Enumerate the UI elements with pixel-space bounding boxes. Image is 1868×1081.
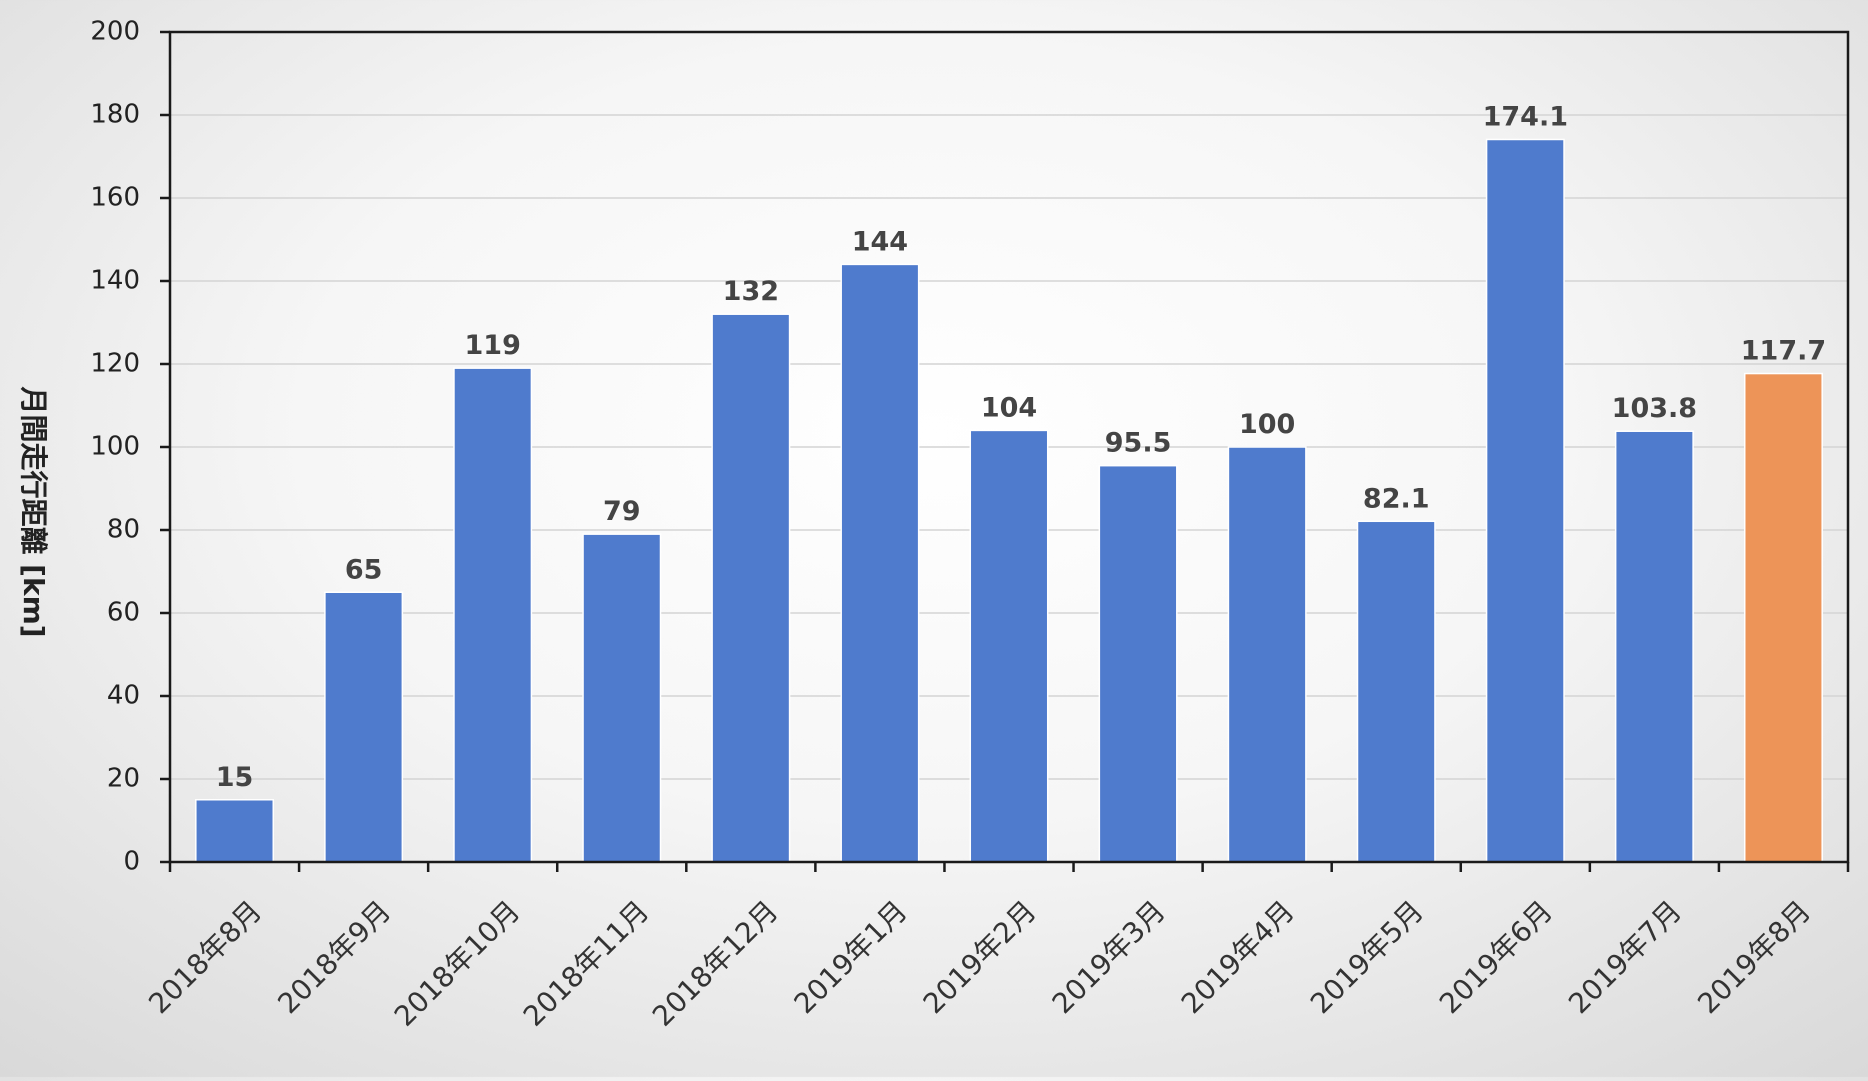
data-label: 132 bbox=[723, 276, 779, 307]
data-labels: 15 65 119 79 132 144 104 95.5 100 82.1 174.1 103.8 1… bbox=[216, 101, 1826, 792]
data-label: 119 bbox=[465, 330, 521, 361]
x-tick-label: 2019年1月 bbox=[788, 894, 914, 1020]
x-tick-label: 2018年12月 bbox=[646, 894, 785, 1033]
y-tick-label: 200 bbox=[90, 17, 140, 47]
data-label: 117.7 bbox=[1741, 336, 1826, 367]
y-tick-label: 0 bbox=[123, 847, 140, 877]
data-label: 65 bbox=[345, 554, 383, 585]
data-label: 82.1 bbox=[1363, 483, 1430, 514]
data-label: 174.1 bbox=[1483, 101, 1568, 132]
data-label: 144 bbox=[852, 226, 908, 257]
y-tick-label: 160 bbox=[90, 183, 140, 213]
bar bbox=[324, 591, 404, 863]
x-tick-label: 2019年8月 bbox=[1691, 894, 1817, 1020]
data-label: 100 bbox=[1239, 409, 1295, 440]
bar bbox=[582, 533, 662, 863]
bar bbox=[1227, 446, 1307, 863]
bar bbox=[1485, 138, 1565, 863]
bar bbox=[969, 429, 1049, 863]
y-tick-label: 100 bbox=[90, 432, 140, 462]
bars bbox=[195, 138, 1823, 863]
y-axis-label: 月間走行距離 [km] bbox=[17, 385, 50, 637]
x-tick-label: 2018年9月 bbox=[271, 894, 397, 1020]
data-label: 15 bbox=[216, 762, 254, 793]
x-tick-label: 2019年7月 bbox=[1562, 894, 1688, 1020]
data-label: 103.8 bbox=[1612, 393, 1697, 424]
bar bbox=[1743, 372, 1823, 863]
y-tick-label: 40 bbox=[107, 681, 140, 711]
x-tick-label: 2019年2月 bbox=[917, 894, 1043, 1020]
x-tick-label: 2018年11月 bbox=[517, 894, 656, 1033]
data-label: 79 bbox=[603, 496, 641, 527]
y-tick-labels: 0 20 40 60 80 100 120 140 160 180 200 bbox=[90, 17, 140, 877]
y-tick-label: 60 bbox=[107, 598, 140, 628]
y-tick-label: 140 bbox=[90, 266, 140, 296]
x-tick-label: 2018年8月 bbox=[142, 894, 268, 1020]
bar bbox=[1614, 430, 1694, 863]
axes bbox=[160, 30, 1850, 872]
bar bbox=[711, 313, 791, 863]
x-tick-label: 2019年6月 bbox=[1433, 894, 1559, 1020]
data-label: 104 bbox=[981, 392, 1037, 423]
y-tick-label: 80 bbox=[107, 515, 140, 545]
x-tick-label: 2019年3月 bbox=[1046, 894, 1172, 1020]
bar bbox=[195, 799, 275, 863]
data-label: 95.5 bbox=[1105, 428, 1172, 459]
x-tick-label: 2019年4月 bbox=[1175, 894, 1301, 1020]
x-tick-label: 2019年5月 bbox=[1304, 894, 1430, 1020]
bar bbox=[453, 367, 533, 863]
x-tick-label: 2018年10月 bbox=[388, 894, 527, 1033]
y-tick-label: 20 bbox=[107, 764, 140, 794]
bar bbox=[1356, 520, 1436, 863]
y-tick-label: 120 bbox=[90, 349, 140, 379]
bar bbox=[840, 263, 920, 863]
bar bbox=[1098, 464, 1178, 863]
y-tick-label: 180 bbox=[90, 100, 140, 130]
